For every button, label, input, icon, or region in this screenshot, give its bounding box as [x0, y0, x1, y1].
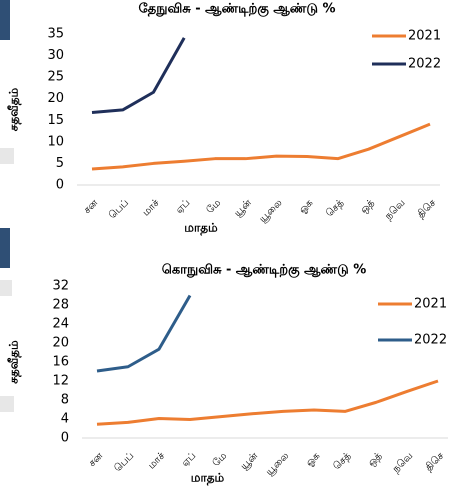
- y-tick-label: 15: [47, 113, 64, 128]
- legend-label: 2021: [408, 29, 441, 44]
- y-axis-label: சதவீதம்: [7, 87, 22, 131]
- x-tick-label: மாச்: [146, 450, 167, 471]
- y-tick-label: 30: [47, 48, 64, 63]
- legend-label: 2022: [408, 57, 441, 72]
- x-tick-label: ஓக: [304, 450, 322, 468]
- y-tick-label: 25: [47, 70, 64, 85]
- x-tick-label: ஏப்: [180, 450, 199, 469]
- side-block: [0, 280, 12, 296]
- x-tick-label: நவெ: [391, 450, 416, 475]
- y-tick-label: 16: [52, 355, 69, 370]
- chart-title: கொநுவிசு - ஆண்டிற்கு ஆண்டு %: [162, 263, 367, 278]
- legend-label: 2022: [414, 333, 447, 348]
- x-tick-label: செத்: [331, 450, 353, 472]
- y-tick-label: 24: [52, 317, 69, 332]
- x-tick-label: திசெ: [415, 197, 438, 220]
- y-tick-label: 10: [47, 134, 64, 149]
- chart: தேநுவிசு - ஆண்டிற்கு ஆண்டு % சதவீதம் மாதம்…: [7, 2, 442, 236]
- x-tick-label: நவெ: [383, 197, 408, 222]
- x-tick-label: ஒத்: [366, 450, 385, 469]
- series-line: [96, 379, 439, 426]
- y-tick-label: 0: [61, 431, 69, 446]
- y-tick-label: 8: [61, 393, 69, 408]
- x-tick-label: ஏப்: [174, 197, 193, 216]
- x-tick-label: பெப்: [112, 450, 136, 474]
- x-tick-label: சன: [87, 450, 106, 469]
- y-tick-label: 5: [56, 156, 64, 171]
- y-tick-label: 35: [47, 27, 64, 42]
- x-tick-label: சன: [82, 197, 101, 216]
- legend-label: 2021: [414, 297, 447, 312]
- y-tick-label: 4: [61, 412, 69, 427]
- x-tick-label: திசெ: [423, 450, 446, 473]
- y-tick-label: 20: [47, 91, 64, 106]
- side-tab: [0, 0, 10, 40]
- series-line: [96, 294, 192, 373]
- x-axis-label: மாதம்: [184, 221, 218, 236]
- y-tick-label: 20: [52, 336, 69, 351]
- chart-title: தேநுவிசு - ஆண்டிற்கு ஆண்டு %: [139, 2, 336, 17]
- x-tick-label: மே: [205, 197, 223, 215]
- x-tick-label: பெப்: [107, 197, 131, 221]
- y-tick-label: 0: [56, 178, 64, 193]
- x-tick-label: யூன்: [239, 450, 261, 472]
- x-tick-label: ஒத்: [358, 197, 377, 216]
- x-tick-label: மாச்: [141, 197, 162, 218]
- y-axis-label: சதவீதம்: [7, 340, 22, 384]
- y-tick-label: 32: [52, 279, 69, 294]
- y-tick-label: 28: [52, 298, 69, 313]
- x-tick-label: யூலை: [264, 450, 291, 477]
- x-tick-label: செத்: [324, 197, 346, 219]
- x-tick-label: யூலை: [257, 197, 284, 224]
- side-block: [0, 148, 14, 164]
- x-tick-label: யூன்: [232, 197, 254, 219]
- side-tab: [0, 228, 10, 268]
- series-line: [91, 37, 186, 115]
- series-line: [91, 122, 431, 171]
- x-axis-label: மாதம்: [191, 471, 225, 486]
- side-block: [0, 396, 14, 412]
- y-tick-label: 12: [52, 374, 69, 389]
- chart: கொநுவிசு - ஆண்டிற்கு ஆண்டு % சதவீதம் மாதம்…: [7, 263, 448, 486]
- x-tick-label: மே: [211, 450, 229, 468]
- x-tick-label: ஓக: [297, 197, 315, 215]
